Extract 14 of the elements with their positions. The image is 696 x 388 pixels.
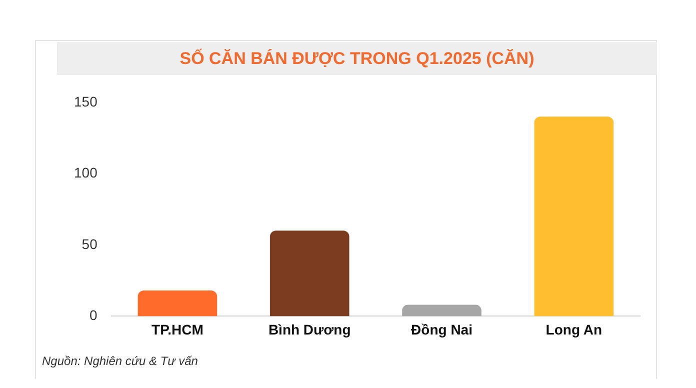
- x-tick-label: Bình Dương: [268, 321, 351, 338]
- text: Nguồn: Nghiên cứu & Tư vấn: [42, 354, 198, 368]
- chart-title: SỐ CĂN BÁN ĐƯỢC TRONG Q1.2025 (CĂN): [57, 42, 657, 75]
- x-tick-label: TP.HCM: [152, 321, 204, 338]
- y-tick-label: 0: [90, 307, 98, 324]
- bar: [534, 116, 614, 316]
- y-tick-label: 50: [82, 236, 98, 252]
- y-tick-label: 100: [74, 164, 98, 181]
- bar: [138, 290, 218, 316]
- x-tick-label: Đồng Nai: [411, 321, 472, 338]
- bar: [402, 304, 482, 316]
- y-tick-label: 150: [74, 93, 98, 110]
- x-tick-label: Long An: [546, 321, 602, 338]
- bar: [270, 230, 350, 316]
